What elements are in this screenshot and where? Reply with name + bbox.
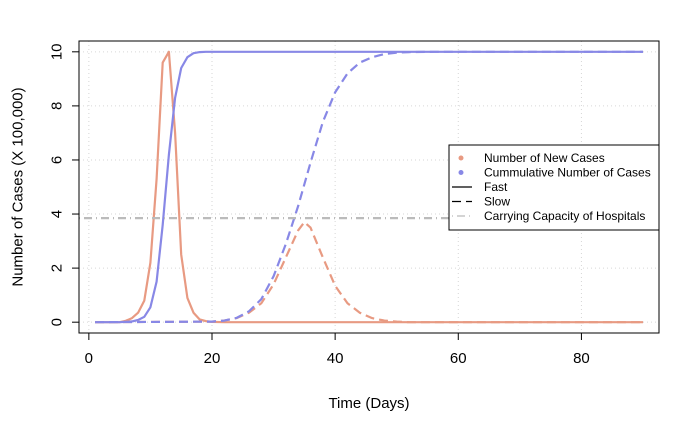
legend-label-slow: Slow <box>484 195 510 209</box>
y-axis-title: Number of Cases (X 100,000) <box>10 87 27 286</box>
legend-label-carrying-capacity-of-hospitals: Carrying Capacity of Hospitals <box>484 209 645 223</box>
x-tick-label-80: 80 <box>573 350 590 367</box>
y-tick-label-10: 10 <box>49 43 66 60</box>
y-tick-label-0: 0 <box>49 318 66 326</box>
y-tick-label-6: 6 <box>49 156 66 164</box>
x-tick-label-20: 20 <box>204 350 221 367</box>
legend-label-cummulative-number-of-cases: Cummulative Number of Cases <box>484 166 651 180</box>
y-tick-label-8: 8 <box>49 102 66 110</box>
legend-label-fast: Fast <box>484 180 508 194</box>
axes: 0 20 40 60 80 0 2 4 6 8 10 <box>49 43 590 367</box>
legend-key-number-of-new-cases <box>458 155 464 161</box>
x-axis-title: Time (Days) <box>328 395 409 412</box>
x-tick-label-60: 60 <box>450 350 467 367</box>
legend-key-cummulative-number-of-cases <box>458 170 464 175</box>
y-tick-label-4: 4 <box>49 210 66 218</box>
x-tick-label-0: 0 <box>85 350 93 367</box>
y-tick-label-2: 2 <box>49 264 66 272</box>
x-tick-label-40: 40 <box>327 350 344 367</box>
series-line-cummulative-number-of-cases-fast <box>95 50 643 324</box>
series-line-number-of-new-cases-fast <box>95 50 643 324</box>
legend-label-number-of-new-cases: Number of New Cases <box>484 151 605 165</box>
legend-box <box>448 144 660 231</box>
series-line-cummulative-number-of-cases-slow <box>94 50 643 324</box>
